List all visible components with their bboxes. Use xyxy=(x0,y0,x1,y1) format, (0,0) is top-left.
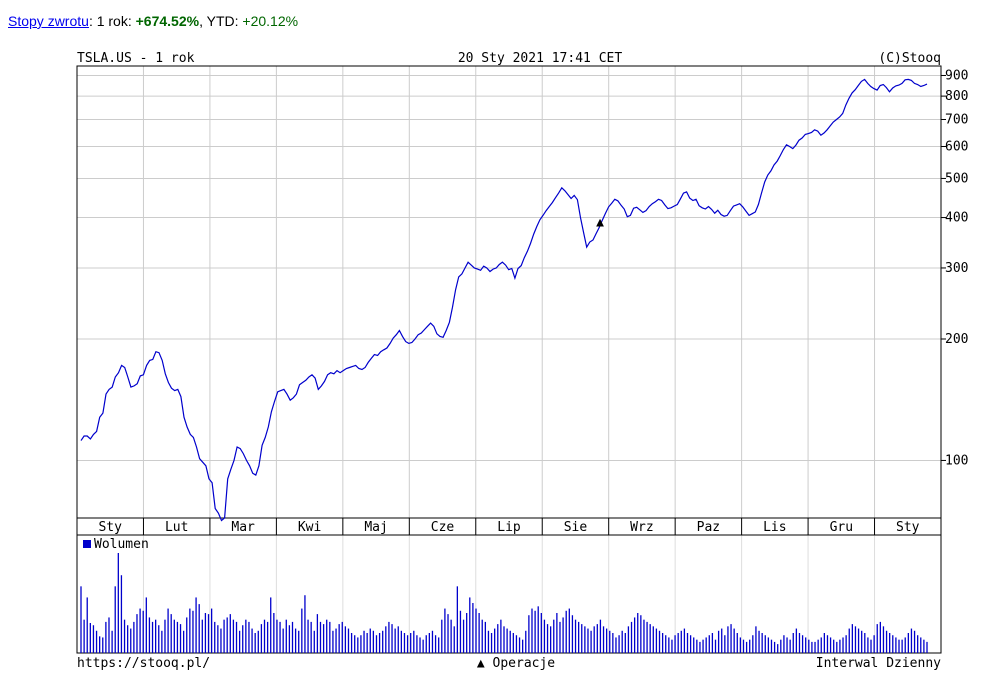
y-tick-label: 700 xyxy=(945,113,968,128)
y-tick-label: 800 xyxy=(945,89,968,104)
y-tick-label: 300 xyxy=(945,261,968,276)
x-axis-months: Sty Lut Mar Kwi Maj Cze Lip Sie Wrz Paz Lis Gru Sty xyxy=(98,518,920,535)
volume-bars xyxy=(80,553,928,653)
month-label: Sie xyxy=(564,520,588,535)
footer-operations-legend: ▲ Operacje xyxy=(477,656,555,671)
volume-legend-swatch xyxy=(83,540,91,548)
chart-copyright: (C)Stooq xyxy=(878,51,941,66)
month-label: Cze xyxy=(431,520,455,535)
footer-interval: Interwal Dzienny xyxy=(816,656,941,671)
returns-ytd-value: +20.12% xyxy=(242,13,299,29)
y-tick-label: 600 xyxy=(945,140,968,155)
month-label: Wrz xyxy=(630,520,653,535)
operation-marker-icon: ▲ xyxy=(596,215,604,230)
month-label: Paz xyxy=(697,520,720,535)
month-label: Sty xyxy=(98,520,122,535)
returns-1y-label: 1 rok: xyxy=(92,13,136,29)
returns-separator: : xyxy=(88,13,93,29)
footer-url[interactable]: https://stooq.pl/ xyxy=(77,656,210,671)
y-tick-label: 500 xyxy=(945,171,968,186)
month-label: Lip xyxy=(497,520,521,535)
y-tick-label: 100 xyxy=(945,453,968,468)
month-label: Lis xyxy=(763,520,786,535)
volume-panel-frame xyxy=(76,534,942,654)
y-tick-label: 200 xyxy=(945,332,968,347)
price-panel-frame xyxy=(76,65,942,519)
chart-symbol-title: TSLA.US - 1 rok xyxy=(77,51,195,66)
month-label: Sty xyxy=(896,520,920,535)
month-label: Lut xyxy=(165,520,188,535)
month-label: Gru xyxy=(830,520,853,535)
volume-legend-label: Wolumen xyxy=(94,537,149,552)
returns-ytd-label: , YTD: xyxy=(199,13,243,29)
month-label: Kwi xyxy=(298,520,321,535)
grid-layer xyxy=(77,66,941,653)
y-tick-label: 900 xyxy=(945,68,968,83)
returns-link[interactable]: Stopy zwrotu xyxy=(8,13,89,29)
chart-datetime: 20 Sty 2021 17:41 CET xyxy=(458,51,623,66)
returns-1y-value: +674.52% xyxy=(135,13,200,29)
y-axis: 900 800 700 600 500 400 300 200 100 xyxy=(941,68,968,468)
month-label: Mar xyxy=(231,520,255,535)
month-label: Maj xyxy=(364,520,387,535)
price-line-series xyxy=(80,78,928,522)
y-tick-label: 400 xyxy=(945,211,968,226)
returns-summary: Stopy zwrotu: 1 rok: +674.52%, YTD: +20.… xyxy=(8,13,298,29)
